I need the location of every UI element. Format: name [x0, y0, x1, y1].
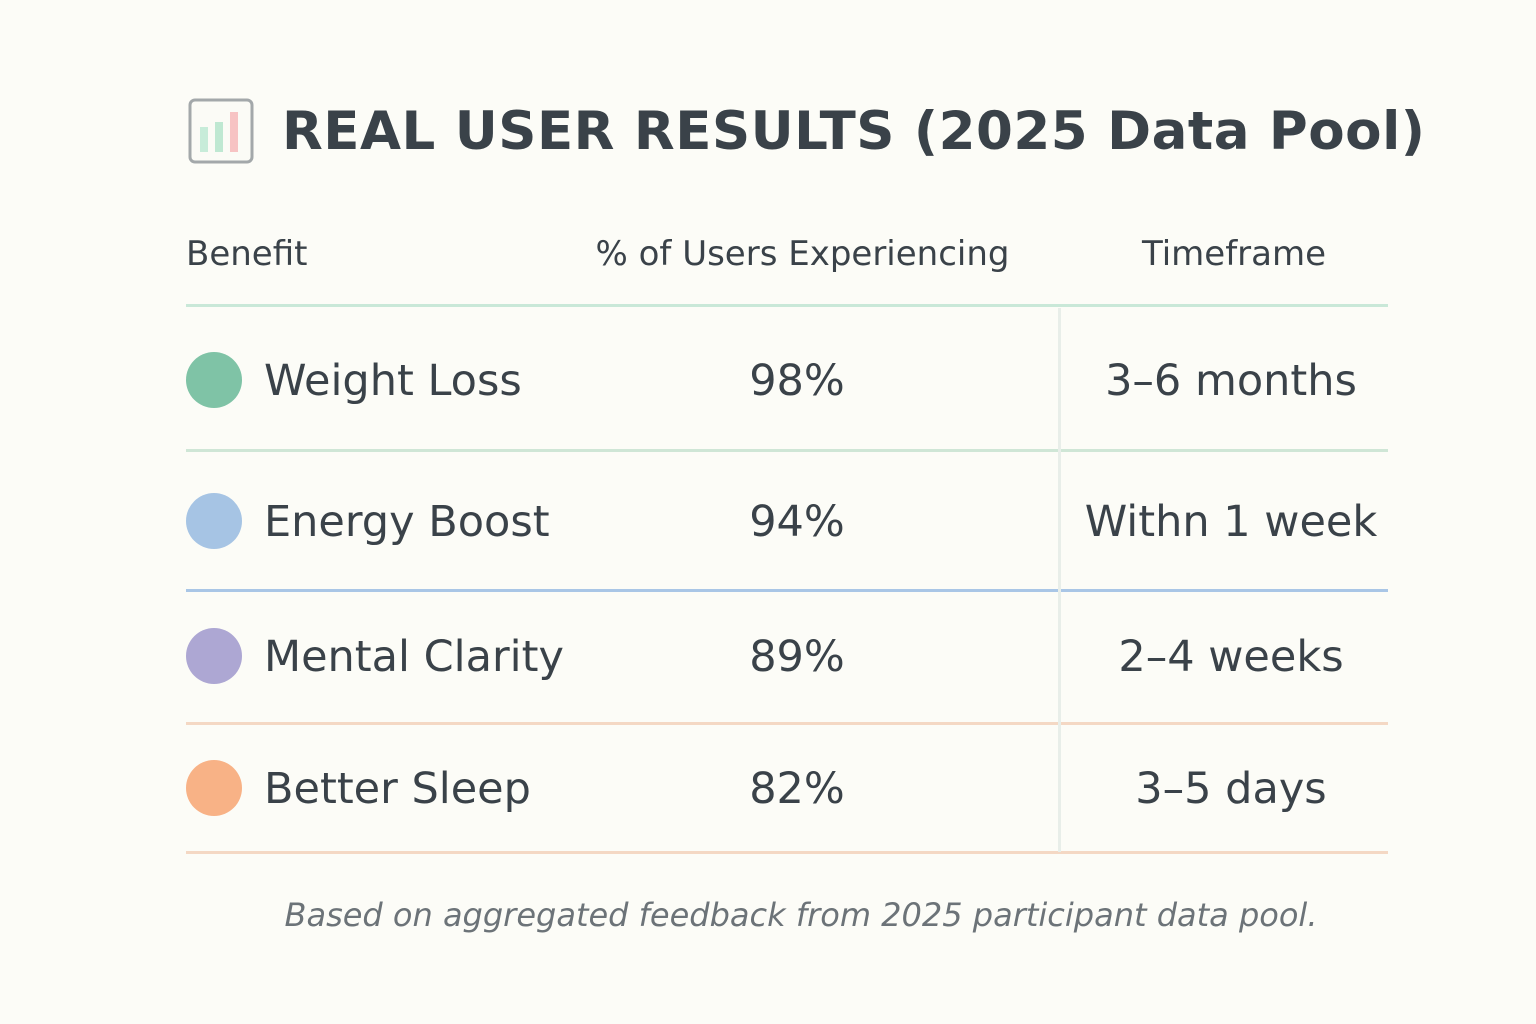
percent-value: 89% — [749, 632, 845, 682]
benefit-label: Energy Boost — [264, 497, 550, 547]
percent-value: 94% — [749, 497, 845, 547]
benefit-label: Mental Clarity — [264, 632, 564, 682]
page-title: REAL USER RESULTS (2025 Data Pool) — [282, 100, 1426, 162]
header-divider — [186, 304, 1388, 307]
timeframe-value: 3–6 months — [1105, 356, 1357, 406]
row-divider — [186, 722, 1388, 725]
timeframe-value: 3–5 days — [1135, 764, 1327, 814]
page-title-row: REAL USER RESULTS (2025 Data Pool) — [188, 96, 1425, 166]
row-color-dot — [186, 628, 242, 684]
table-row: Weight Loss 98% 3–6 months — [186, 350, 1388, 410]
timeframe-value: 2–4 weeks — [1118, 632, 1344, 682]
table-row: Better Sleep 82% 3–5 days — [186, 758, 1388, 818]
row-color-dot — [186, 352, 242, 408]
table-row: Energy Boost 94% Withn 1 week — [186, 491, 1388, 551]
bar-chart-icon — [188, 98, 254, 164]
table-bottom-border — [186, 851, 1388, 854]
column-divider — [1058, 308, 1061, 852]
row-color-dot — [186, 760, 242, 816]
column-header-percent: % of Users Experiencing — [595, 234, 1010, 274]
timeframe-value: Withn 1 week — [1084, 497, 1378, 547]
row-color-dot — [186, 493, 242, 549]
footnote: Based on aggregated feedback from 2025 p… — [284, 896, 1318, 934]
benefit-label: Better Sleep — [264, 764, 531, 814]
column-header-timeframe: Timeframe — [1141, 234, 1327, 274]
benefit-label: Weight Loss — [264, 356, 522, 406]
row-divider — [186, 589, 1388, 592]
percent-value: 98% — [749, 356, 845, 406]
table-row: Mental Clarity 89% 2–4 weeks — [186, 626, 1388, 686]
column-header-benefit: Benefit — [186, 234, 308, 274]
percent-value: 82% — [749, 764, 845, 814]
row-divider — [186, 449, 1388, 452]
